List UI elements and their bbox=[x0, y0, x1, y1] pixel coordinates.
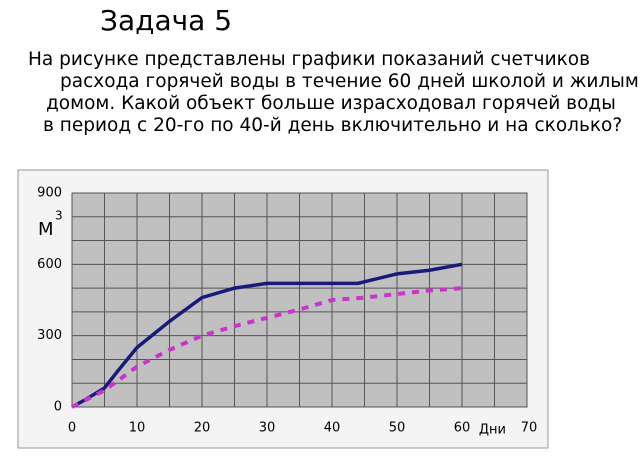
y-tick-label: 300 bbox=[37, 328, 62, 343]
x-tick-label: 50 bbox=[389, 421, 406, 436]
heading: Задача 5 bbox=[100, 4, 232, 37]
problem-line: в период с 20-го по 40-й день включитель… bbox=[43, 115, 622, 136]
x-tick-label: 60 bbox=[454, 421, 471, 436]
y-tick-label: 0 bbox=[54, 400, 62, 415]
problem-line: расхода горячей воды в течение 60 дней ш… bbox=[60, 71, 639, 92]
x-tick-label: 30 bbox=[259, 421, 276, 436]
series-line bbox=[71, 286, 463, 409]
problem-line: домом. Какой объект больше израсходовал … bbox=[46, 93, 616, 114]
x-tick-label: 20 bbox=[194, 421, 211, 436]
plot-border bbox=[71, 192, 528, 408]
y-axis-label: М bbox=[38, 219, 54, 240]
x-tick-label: 10 bbox=[129, 421, 146, 436]
y-tick-label: 900 bbox=[37, 186, 62, 201]
x-axis-label: Дни bbox=[479, 423, 506, 438]
x-tick-label: 0 bbox=[68, 421, 76, 436]
x-tick-label: 40 bbox=[324, 421, 341, 436]
problem-line: На рисунке представлены графики показани… bbox=[28, 49, 590, 70]
y-axis-label-sup: 3 bbox=[55, 209, 63, 223]
series-line bbox=[71, 262, 463, 409]
y-tick-label: 600 bbox=[37, 257, 62, 272]
x-tick-label: 70 bbox=[521, 421, 538, 436]
